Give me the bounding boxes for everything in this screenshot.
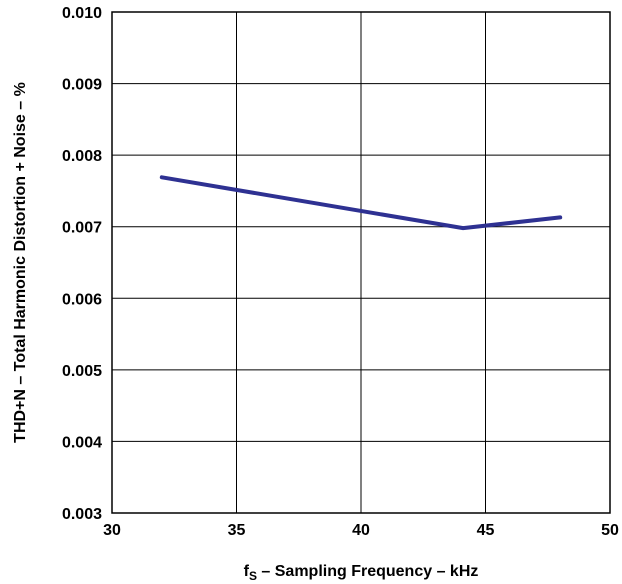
x-tick-label: 50 (601, 522, 619, 539)
y-tick-label: 0.010 (62, 5, 102, 22)
y-tick-label: 0.006 (62, 291, 102, 308)
x-axis-title-prefix: f (244, 563, 250, 580)
y-tick-label: 0.003 (62, 506, 102, 523)
x-axis-title: fS – Sampling Frequency – kHz (244, 563, 479, 583)
x-tick-label: 35 (228, 522, 246, 539)
y-tick-label: 0.007 (62, 220, 102, 237)
y-tick-label: 0.008 (62, 148, 102, 165)
x-tick-labels: 30 35 40 45 50 (103, 522, 619, 539)
y-axis-title: THD+N – Total Harmonic Distortion + Nois… (12, 82, 29, 443)
series-line (159, 175, 563, 231)
grid (112, 12, 610, 513)
x-tick-label: 40 (352, 522, 370, 539)
x-axis-title-suffix: – Sampling Frequency – kHz (257, 563, 478, 580)
plot-area-border (111, 11, 611, 514)
x-tick-label: 30 (103, 522, 121, 539)
y-tick-label: 0.009 (62, 77, 102, 94)
x-axis-title-subscript: S (249, 569, 257, 583)
y-tick-label: 0.004 (62, 434, 102, 451)
series-group (159, 175, 563, 231)
y-tick-label: 0.005 (62, 363, 102, 380)
y-tick-labels: 0.003 0.004 0.005 0.006 0.007 0.008 0.009 0.010 (62, 5, 102, 523)
x-tick-label: 45 (477, 522, 495, 539)
